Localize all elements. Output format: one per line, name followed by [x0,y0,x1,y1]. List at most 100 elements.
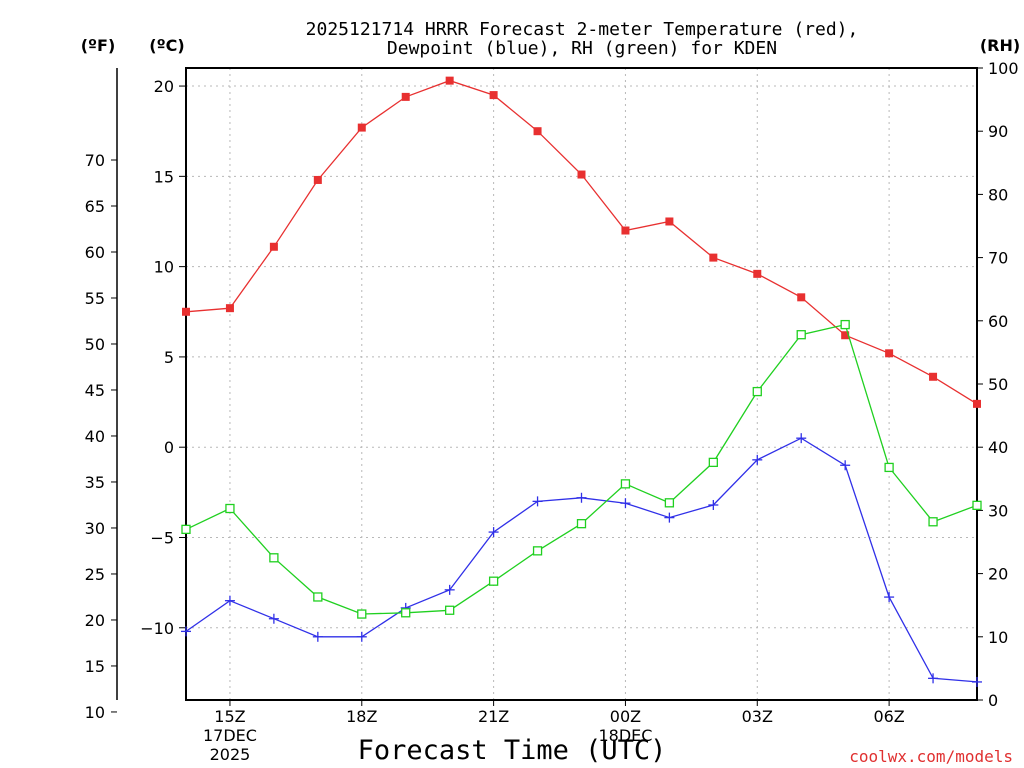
rh-tick-label-3: 70 [988,249,1008,268]
temperature-point-13 [753,269,762,278]
rh-point-10 [620,479,631,489]
dewpoint-point-11 [664,512,675,523]
series-dewpoint [181,433,982,687]
celsius-axis: 20 15 10 5 0 −5 −10 [140,77,186,638]
rh-point-17 [928,517,938,527]
celsius-tick-label-4: 0 [164,438,174,457]
rh-point-18 [972,500,982,510]
credit-text: coolwx.com/models [849,747,1013,766]
fahrenheit-tick-label-2: 60 [85,243,105,262]
temperature-point-17 [929,372,938,381]
celsius-tick-label-3: 5 [164,348,174,367]
dewpoint-point-1 [224,595,235,606]
rh-point-8 [532,546,543,556]
temperature-point-3 [313,175,322,184]
temperature-point-0 [182,307,190,316]
celsius-tick-label-1: 15 [154,167,174,186]
temperature-point-7 [489,91,498,100]
rh-tick-label-10: 0 [988,691,998,710]
time-tick-label-0-1: 17DEC [203,726,257,745]
celsius-unit-label: (ºC) [149,36,184,55]
time-tick-label-1-0: 18Z [346,707,377,726]
rh-point-15 [840,319,850,330]
temperature-point-12 [709,253,718,262]
time-tick-label-5-0: 06Z [873,707,904,726]
dewpoint-point-10 [620,498,631,509]
fahrenheit-tick-label-9: 25 [85,565,105,584]
series-temperature [182,76,981,408]
dewpoint-point-9 [576,492,587,503]
temperature-point-4 [357,123,366,132]
fahrenheit-tick-label-3: 55 [85,289,105,308]
fahrenheit-tick-label-5: 45 [85,381,105,400]
temperature-point-8 [533,127,542,136]
rh-point-14 [796,330,806,340]
rh-tick-label-8: 20 [988,565,1008,584]
time-tick-label-0-0: 15Z [214,707,245,726]
series-line-0 [185,79,978,405]
series-line-2 [185,323,978,615]
rh-tick-label-5: 50 [988,375,1008,394]
fahrenheit-tick-label-11: 15 [85,657,105,676]
temperature-point-16 [885,349,894,358]
fahrenheit-axis: 70 65 60 55 50 45 40 35 30 25 20 15 10 [85,151,117,722]
dewpoint-point-16 [884,592,895,603]
fahrenheit-tick-label-0: 70 [85,151,105,170]
temperature-point-14 [797,293,806,302]
fahrenheit-unit-label: (ºF) [81,36,116,55]
dewpoint-point-13 [752,454,763,465]
dewpoint-point-12 [708,499,719,510]
series-layer [181,76,982,687]
x-axis-title: Forecast Time (UTC) [358,735,667,766]
time-tick-label-3-1: 18DEC [598,726,652,745]
dewpoint-point-2 [268,613,279,624]
rh-point-7 [488,576,499,586]
temperature-point-9 [577,170,586,179]
temperature-point-2 [269,242,278,251]
dewpoint-point-18 [972,676,982,687]
plot-area-frame [185,67,978,701]
dewpoint-point-4 [356,631,367,642]
dewpoint-point-7 [488,527,499,538]
rh-tick-label-2: 80 [988,185,1008,204]
rh-point-0 [181,524,191,535]
temperature-point-1 [225,304,234,313]
fahrenheit-tick-label-6: 40 [85,427,105,446]
rh-point-13 [752,386,762,397]
fahrenheit-tick-label-12: 10 [85,703,105,722]
temperature-point-11 [665,217,674,226]
fahrenheit-tick-label-8: 30 [85,519,105,538]
dewpoint-point-15 [840,460,851,471]
dewpoint-point-14 [796,433,807,444]
fahrenheit-tick-label-1: 65 [85,197,105,216]
rh-point-2 [269,553,279,563]
rh-point-11 [664,498,675,508]
fahrenheit-tick-label-10: 20 [85,611,105,630]
rh-point-5 [401,608,411,618]
dewpoint-point-8 [532,496,543,507]
chart-title-line-2: Dewpoint (blue), RH (green) for KDEN [387,38,777,59]
rh-tick-label-0: 100 [988,59,1019,78]
temperature-point-10 [621,226,630,235]
rh-point-16 [884,462,894,473]
rh-unit-label: (RH) [980,36,1020,55]
chart-title-line-1: 2025121714 HRRR Forecast 2-meter Tempera… [306,19,859,40]
celsius-tick-label-2: 10 [154,258,174,277]
temperature-point-18 [973,399,981,408]
dewpoint-point-6 [444,584,455,595]
rh-point-12 [708,457,718,468]
rh-point-4 [357,609,367,619]
celsius-tick-label-5: −5 [150,528,174,547]
dewpoint-point-0 [181,626,191,637]
time-tick-label-3-0: 00Z [610,707,641,726]
rh-tick-label-7: 30 [988,501,1008,520]
temperature-point-6 [445,76,454,85]
time-tick-label-2-0: 21Z [478,707,509,726]
fahrenheit-tick-label-7: 35 [85,473,105,492]
rh-tick-label-4: 60 [988,312,1008,331]
rh-tick-label-9: 10 [988,628,1008,647]
dewpoint-point-3 [312,631,323,642]
series-line-1 [185,437,978,683]
